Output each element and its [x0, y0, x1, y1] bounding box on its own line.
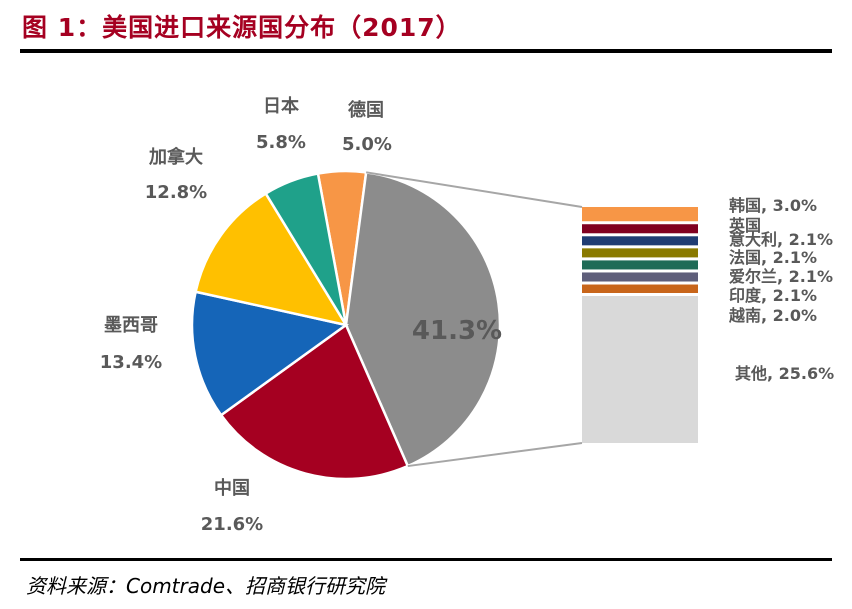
- pie-name-label-0: 德国: [348, 99, 384, 121]
- pie-slice-3: [190, 290, 349, 417]
- pie-value-label-3: 13.4%: [100, 352, 162, 373]
- bar-segment-5: [582, 272, 698, 282]
- bar-segment-2: [582, 236, 698, 246]
- bar-segment-4: [582, 260, 698, 270]
- pie-name-label-2: 中国: [214, 477, 250, 499]
- bar-label-2: 意大利, 2.1%: [729, 230, 833, 249]
- pie-value-label-0: 5.0%: [342, 134, 392, 155]
- pie-slice-2: [219, 323, 410, 481]
- pie-slice-1: [344, 170, 502, 468]
- bar-segment-3: [582, 248, 698, 258]
- pie-name-label-5: 日本: [263, 95, 299, 117]
- source-note: 资料来源：Comtrade、招商银行研究院: [26, 574, 386, 598]
- bar-label-1: 英国: [728, 216, 761, 235]
- pie-name-label-3: 墨西哥: [104, 315, 158, 336]
- bar-label-4: 爱尔兰, 2.1%: [729, 267, 833, 286]
- bar-label-0: 韩国, 3.0%: [729, 196, 817, 215]
- bar-segment-6: [582, 284, 698, 294]
- pie-value-label-1: 41.3%: [412, 316, 502, 346]
- bar-label-6: 越南, 2.0%: [728, 306, 817, 325]
- bar-segment-1: [582, 224, 698, 234]
- connector-top: [365, 171, 583, 208]
- pie-value-label-2: 21.6%: [201, 514, 263, 535]
- pie-slice-4: [194, 191, 349, 327]
- bar-label-7: 其他, 25.6%: [735, 364, 834, 383]
- bottom-rule: [20, 558, 832, 561]
- bar-segment-7: [582, 296, 698, 443]
- bar-label-5: 印度, 2.1%: [729, 286, 817, 305]
- top-rule: [20, 49, 832, 53]
- bar-segment-0: [582, 207, 698, 222]
- chart-title: 图 1：美国进口来源国分布（2017）: [22, 13, 462, 42]
- pie-value-label-5: 5.8%: [256, 132, 306, 153]
- pie-name-label-4: 加拿大: [148, 146, 203, 168]
- connector-bottom: [407, 442, 583, 468]
- pie-slice-5: [264, 172, 348, 326]
- bar-label-3: 法国, 2.1%: [729, 248, 817, 267]
- pie-value-label-4: 12.8%: [145, 182, 207, 203]
